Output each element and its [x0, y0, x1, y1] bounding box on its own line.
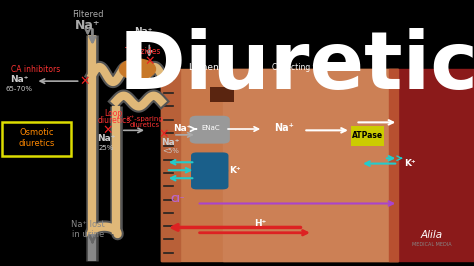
Text: K⁺-sparing: K⁺-sparing: [126, 115, 163, 122]
FancyBboxPatch shape: [191, 168, 228, 189]
Text: H⁺: H⁺: [255, 219, 267, 228]
Bar: [161, 69, 398, 261]
FancyBboxPatch shape: [190, 116, 230, 144]
Text: Collecting tubule cell: Collecting tubule cell: [273, 63, 353, 72]
Text: Osmotic: Osmotic: [19, 128, 54, 137]
Text: Na⁺: Na⁺: [98, 134, 116, 143]
Text: K⁺: K⁺: [404, 159, 416, 168]
Text: Na⁺: Na⁺: [162, 138, 180, 147]
Text: Na⁺: Na⁺: [173, 124, 191, 133]
Text: Thiazides: Thiazides: [125, 47, 161, 56]
Bar: [161, 69, 180, 261]
Text: 5%: 5%: [137, 38, 149, 43]
Text: Na⁺: Na⁺: [274, 123, 294, 133]
Circle shape: [119, 59, 155, 79]
Text: diuretics: diuretics: [97, 116, 130, 125]
FancyBboxPatch shape: [210, 87, 234, 102]
Bar: [389, 69, 398, 261]
Text: Na⁺: Na⁺: [75, 19, 100, 32]
Text: Loop: Loop: [105, 109, 123, 118]
Text: ✕: ✕: [103, 124, 113, 137]
Text: MEDICAL MEDIA: MEDICAL MEDIA: [411, 242, 451, 247]
Text: <5%: <5%: [162, 148, 179, 154]
Text: Filtered: Filtered: [72, 10, 103, 19]
FancyBboxPatch shape: [351, 126, 384, 146]
Text: diuretics: diuretics: [129, 122, 160, 128]
Text: Cl⁻: Cl⁻: [171, 195, 185, 204]
Text: ✕: ✕: [158, 128, 169, 141]
Text: Diuretics: Diuretics: [118, 27, 474, 106]
Text: Na⁺: Na⁺: [10, 75, 28, 84]
Text: Alila: Alila: [420, 230, 442, 240]
Text: Na⁺ lost: Na⁺ lost: [71, 220, 105, 229]
Text: ATPase: ATPase: [352, 131, 383, 140]
Text: K⁺: K⁺: [229, 166, 240, 175]
Text: Na⁺: Na⁺: [134, 27, 152, 36]
Text: ✕: ✕: [79, 75, 90, 88]
Text: ✕: ✕: [144, 55, 155, 68]
Text: Lumen: Lumen: [189, 63, 219, 72]
Text: CA inhibitors: CA inhibitors: [11, 65, 60, 74]
Bar: [223, 69, 398, 261]
Bar: [398, 69, 474, 261]
FancyBboxPatch shape: [191, 152, 228, 173]
Text: in urine: in urine: [72, 230, 104, 239]
Text: diuretics: diuretics: [18, 139, 55, 148]
Text: 25%: 25%: [99, 145, 114, 151]
Text: 65-70%: 65-70%: [6, 86, 32, 92]
Text: ENaC: ENaC: [201, 125, 220, 131]
